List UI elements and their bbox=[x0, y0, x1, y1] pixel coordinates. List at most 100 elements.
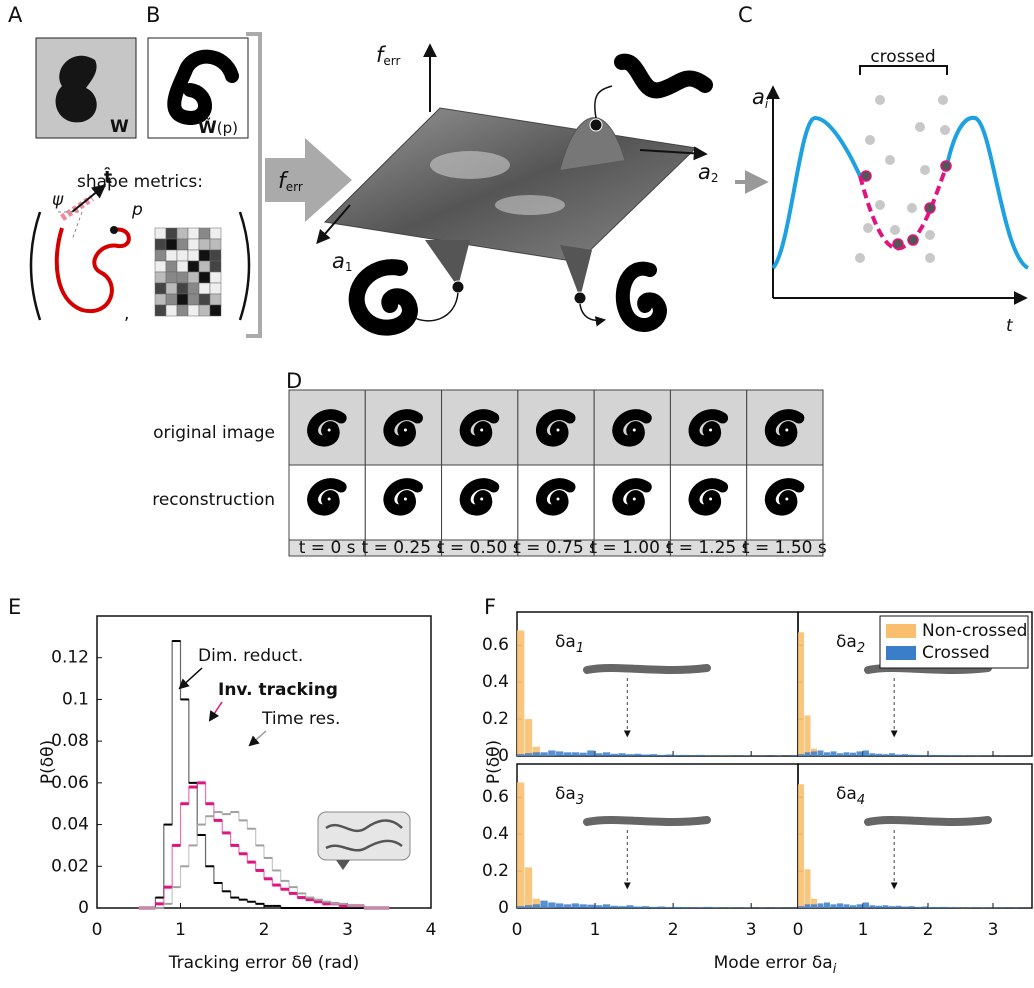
panel-a-part-part: (p) bbox=[217, 119, 238, 137]
worm-eye bbox=[709, 429, 712, 432]
panel-c-part-part: i bbox=[765, 97, 769, 111]
annotation-arrow bbox=[180, 668, 202, 688]
hist-bar bbox=[902, 754, 908, 756]
x-axis-label: Tracking error δθ (rad) bbox=[168, 953, 359, 973]
panel-b-part-part: a bbox=[332, 249, 345, 273]
inset-pointer bbox=[336, 860, 350, 870]
hist-bar bbox=[533, 904, 540, 908]
panel-a-part bbox=[110, 226, 118, 234]
pixel-cell bbox=[166, 261, 177, 272]
y-tick-label: 0 bbox=[78, 898, 89, 918]
pixel-cell bbox=[166, 228, 177, 239]
hist-bar bbox=[831, 751, 837, 756]
panel-b-part-part: 2 bbox=[711, 171, 719, 185]
hist-bar bbox=[876, 906, 882, 908]
panel-b-part: a2 bbox=[698, 160, 719, 185]
panel-c-part: C bbox=[738, 3, 753, 27]
series-annotation: Inv. tracking bbox=[218, 680, 338, 700]
panel-c-part-part bbox=[907, 203, 917, 213]
y-axis-label: P(δθ) bbox=[484, 740, 504, 784]
panel-b-part: a1 bbox=[332, 249, 353, 274]
worm-frame bbox=[618, 415, 647, 442]
hist-bar bbox=[941, 755, 947, 756]
worm-frame bbox=[313, 484, 342, 511]
hist-bar bbox=[831, 904, 837, 908]
pixel-cell bbox=[155, 283, 166, 294]
panel-a-part: , bbox=[124, 304, 129, 324]
hist-bar bbox=[517, 630, 524, 756]
text-part: δa bbox=[555, 784, 576, 804]
panel-c-part bbox=[861, 161, 951, 249]
panel-c-part-part bbox=[855, 253, 865, 263]
panel-c-part-part bbox=[938, 95, 948, 105]
pixel-cell bbox=[177, 294, 188, 305]
hist-bar bbox=[697, 907, 704, 908]
pixel-cell bbox=[177, 239, 188, 250]
hist-bar bbox=[935, 755, 941, 756]
hist-bar bbox=[941, 907, 947, 908]
panel-b-part bbox=[623, 269, 660, 325]
pixel-cell bbox=[199, 250, 210, 261]
hist-bar bbox=[798, 632, 804, 756]
pixel-cell bbox=[155, 250, 166, 261]
pixel-cell bbox=[155, 294, 166, 305]
panel-c-part-part bbox=[925, 203, 935, 213]
y-tick-label: 0.6 bbox=[482, 635, 509, 655]
time-label: t = 1.25 s bbox=[667, 538, 751, 558]
hist-bar bbox=[579, 753, 586, 756]
pixel-cell bbox=[199, 283, 210, 294]
hist-bar bbox=[948, 907, 954, 908]
worm-frame bbox=[541, 415, 570, 442]
panel-d: D original image reconstruction t = 0 st… bbox=[152, 369, 827, 558]
text-sub: 4 bbox=[857, 793, 865, 808]
worm-eye bbox=[633, 498, 636, 501]
hist-bar bbox=[883, 754, 889, 756]
pixel-cell bbox=[188, 294, 199, 305]
time-label: t = 0.50 s bbox=[438, 538, 522, 558]
legend-label: Crossed bbox=[922, 643, 990, 663]
x-tick-label: 4 bbox=[426, 920, 437, 940]
panel-a-part: t̂ bbox=[104, 167, 113, 188]
hist-bar bbox=[889, 906, 895, 908]
hist-bar bbox=[805, 904, 811, 908]
panel-c-part-part bbox=[861, 171, 871, 181]
hist-bar bbox=[517, 906, 524, 908]
worm-frame bbox=[389, 484, 418, 511]
hist-bar bbox=[922, 755, 928, 756]
hist-bar bbox=[681, 907, 688, 908]
pixel-cell bbox=[155, 261, 166, 272]
worm-eye bbox=[404, 429, 407, 432]
hist-bar bbox=[517, 754, 524, 756]
pixel-cell bbox=[188, 261, 199, 272]
hist-bar bbox=[564, 752, 571, 756]
worm-eye bbox=[328, 498, 331, 501]
panel-a-part bbox=[57, 228, 129, 311]
y-tick-label: 0 bbox=[498, 898, 509, 918]
hist-bar bbox=[837, 903, 843, 908]
hist-bar bbox=[556, 751, 563, 756]
text-sub: 2 bbox=[857, 641, 865, 656]
hist-bar bbox=[915, 907, 921, 908]
figure: A W W̃(p) shape metrics: ψ t̂ p , ferr B… bbox=[0, 0, 1034, 988]
panel-label: F bbox=[484, 595, 496, 619]
hist-bar bbox=[712, 907, 719, 908]
inset-worm bbox=[587, 820, 707, 822]
hist-bar bbox=[603, 752, 610, 756]
axis-label: δa3 bbox=[555, 784, 584, 808]
text-sub: i bbox=[833, 962, 837, 977]
hist-bar bbox=[689, 907, 696, 908]
hist-bar bbox=[665, 907, 672, 908]
hist-bar bbox=[743, 907, 750, 908]
hist-bar bbox=[595, 905, 602, 908]
panel-c-part-part bbox=[941, 161, 951, 171]
x-tick-label: 1 bbox=[175, 920, 186, 940]
time-label: t = 0 s bbox=[299, 538, 356, 558]
worm-frame bbox=[694, 415, 723, 442]
panel-a: A W W̃(p) shape metrics: ψ t̂ p , ferr bbox=[8, 3, 352, 336]
panel-b-part-part: 1 bbox=[345, 260, 353, 274]
hist-bar bbox=[883, 905, 889, 908]
worm-frame bbox=[389, 415, 418, 442]
inset-box bbox=[318, 812, 410, 860]
pixel-cell bbox=[199, 239, 210, 250]
